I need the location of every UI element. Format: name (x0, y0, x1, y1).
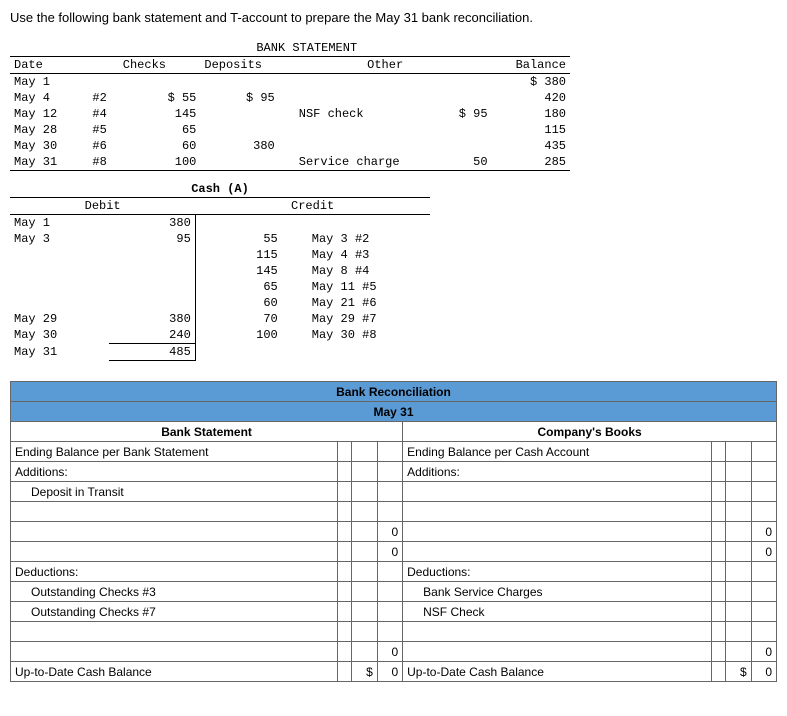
tacct-row: May 39555May 3 #2 (10, 231, 430, 247)
input-cell[interactable] (726, 602, 751, 622)
stmt-row: May 1$ 380 (10, 74, 570, 91)
input-cell[interactable] (726, 442, 751, 462)
input-cell[interactable] (337, 622, 352, 642)
dollar-cell: $ (352, 662, 377, 682)
debit-label: Debit (10, 198, 195, 215)
hdr-other: Other (279, 57, 492, 74)
subtotal-cell: 0 (751, 522, 776, 542)
input-cell[interactable] (751, 582, 776, 602)
bank-ending-label: Ending Balance per Bank Statement (11, 442, 338, 462)
input-cell[interactable] (352, 502, 377, 522)
tacct-row: May 2938070May 29 #7 (10, 311, 430, 327)
input-cell[interactable] (337, 442, 352, 462)
stmt-row: May 30#660380435 (10, 138, 570, 154)
hdr-deposits: Deposits (200, 57, 278, 74)
stmt-row: May 28#565115 (10, 122, 570, 138)
input-cell[interactable] (403, 482, 712, 502)
tacct-title: Cash (A) (10, 181, 430, 198)
service-charges-label: Bank Service Charges (403, 582, 712, 602)
input-cell[interactable] (726, 502, 751, 522)
final-cell: 0 (751, 662, 776, 682)
subtotal-cell: 0 (751, 542, 776, 562)
final-cell: 0 (377, 662, 402, 682)
book-uptodate-label: Up-to-Date Cash Balance (403, 662, 712, 682)
tacct-row: May 30240100May 30 #8 (10, 327, 430, 344)
dollar-cell: $ (726, 662, 751, 682)
input-cell[interactable] (751, 502, 776, 522)
input-cell[interactable] (403, 622, 712, 642)
input-cell[interactable] (751, 482, 776, 502)
input-cell[interactable] (11, 622, 338, 642)
input-cell[interactable] (751, 622, 776, 642)
out-check-7: Outstanding Checks #7 (11, 602, 338, 622)
reconciliation-table: Bank Reconciliation May 31 Bank Statemen… (10, 381, 777, 682)
input-cell[interactable] (711, 602, 726, 622)
recon-date: May 31 (11, 402, 777, 422)
input-cell[interactable] (711, 582, 726, 602)
hdr-date: Date (10, 57, 88, 74)
stmt-row: May 31#8100Service charge50285 (10, 154, 570, 171)
subtotal-cell: 0 (377, 522, 402, 542)
input-cell[interactable] (377, 602, 402, 622)
bank-statement-table: BANK STATEMENT Date Checks Deposits Othe… (10, 40, 570, 171)
input-cell[interactable] (377, 482, 402, 502)
input-cell[interactable] (337, 582, 352, 602)
book-ending-label: Ending Balance per Cash Account (403, 442, 712, 462)
bank-side-title: Bank Statement (11, 422, 403, 442)
input-cell[interactable] (711, 442, 726, 462)
input-cell[interactable] (711, 482, 726, 502)
input-cell[interactable] (726, 482, 751, 502)
input-cell[interactable] (337, 502, 352, 522)
stmt-title: BANK STATEMENT (200, 40, 413, 57)
input-cell[interactable] (751, 602, 776, 622)
input-cell[interactable] (377, 582, 402, 602)
input-cell[interactable] (726, 582, 751, 602)
book-additions-label: Additions: (403, 462, 712, 482)
input-cell[interactable] (352, 442, 377, 462)
input-cell[interactable] (352, 602, 377, 622)
book-side-title: Company's Books (403, 422, 777, 442)
hdr-balance: Balance (492, 57, 570, 74)
stmt-row: May 4#2$ 55$ 95420 (10, 90, 570, 106)
out-check-3: Outstanding Checks #3 (11, 582, 338, 602)
bank-additions-label: Additions: (11, 462, 338, 482)
input-cell[interactable] (377, 442, 402, 462)
input-cell[interactable] (337, 602, 352, 622)
stmt-row: May 12#4145NSF check$ 95180 (10, 106, 570, 122)
t-account-table: Cash (A) Debit Credit May 1380May 39555M… (10, 181, 430, 361)
tacct-row: May 31485 (10, 344, 430, 361)
subtotal-cell: 0 (751, 642, 776, 662)
instruction-text: Use the following bank statement and T-a… (10, 10, 777, 25)
bank-uptodate-label: Up-to-Date Cash Balance (11, 662, 338, 682)
tacct-row: May 1380 (10, 215, 430, 232)
tacct-row: 145May 8 #4 (10, 263, 430, 279)
input-cell[interactable] (403, 502, 712, 522)
tacct-row: 115May 4 #3 (10, 247, 430, 263)
subtotal-cell: 0 (377, 542, 402, 562)
input-cell[interactable] (377, 622, 402, 642)
input-cell[interactable] (11, 502, 338, 522)
input-cell[interactable] (711, 502, 726, 522)
input-cell[interactable] (711, 622, 726, 642)
input-cell[interactable] (337, 482, 352, 502)
tacct-row: 60May 21 #6 (10, 295, 430, 311)
book-deductions-label: Deductions: (403, 562, 712, 582)
input-cell[interactable] (352, 482, 377, 502)
hdr-checks: Checks (88, 57, 200, 74)
input-cell[interactable] (352, 622, 377, 642)
input-cell[interactable] (751, 442, 776, 462)
nsf-check-label: NSF Check (403, 602, 712, 622)
recon-title: Bank Reconciliation (11, 382, 777, 402)
credit-label: Credit (195, 198, 430, 215)
tacct-row: 65May 11 #5 (10, 279, 430, 295)
bank-deductions-label: Deductions: (11, 562, 338, 582)
input-cell[interactable] (726, 622, 751, 642)
input-cell[interactable] (377, 502, 402, 522)
deposit-transit-label: Deposit in Transit (11, 482, 338, 502)
input-cell[interactable] (352, 582, 377, 602)
subtotal-cell: 0 (377, 642, 402, 662)
